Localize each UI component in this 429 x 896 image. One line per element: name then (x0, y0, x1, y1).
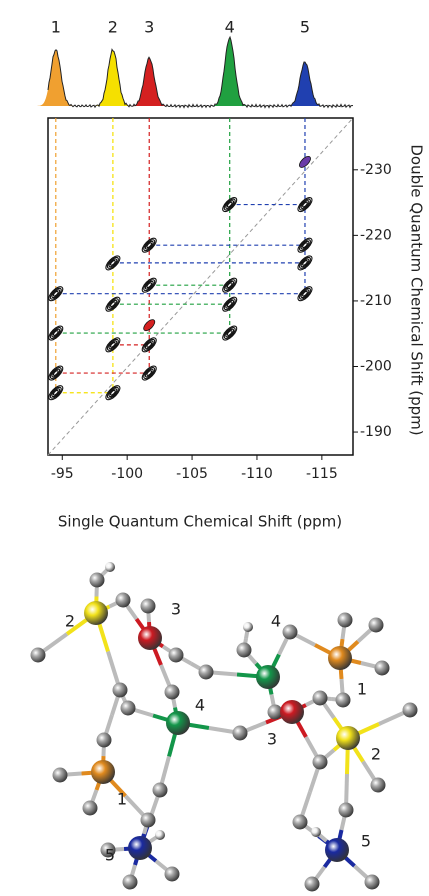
atom (141, 599, 156, 614)
peak-fill (285, 62, 325, 106)
atom (293, 815, 308, 830)
x-tick-label: -100 (111, 466, 143, 482)
atom (336, 693, 351, 708)
atom-label: 5 (361, 832, 371, 851)
atom-label: 1 (117, 790, 127, 809)
peak-fill (210, 38, 250, 106)
atom-label: 5 (105, 846, 115, 865)
atom (83, 801, 98, 816)
figure: Single Quantum Chemical Shift (ppm) Doub… (0, 0, 429, 896)
x-tick-label: -115 (306, 466, 338, 482)
atom (338, 613, 353, 628)
peak-fill (129, 58, 169, 106)
atom (165, 867, 180, 882)
atom (165, 685, 180, 700)
atom (311, 827, 321, 837)
atom (169, 648, 184, 663)
cross-peak (220, 276, 238, 294)
atom (138, 626, 162, 650)
atom (123, 875, 138, 890)
cross-peak (47, 324, 65, 342)
atom (280, 700, 304, 724)
peak-label: 2 (108, 18, 118, 37)
y-tick-label: -210 (360, 293, 392, 309)
atom (256, 665, 280, 689)
atom (141, 813, 156, 828)
y-tick-label: -230 (360, 162, 392, 178)
peak-label: 5 (300, 18, 310, 37)
atom (371, 778, 386, 793)
peak-label: 4 (225, 18, 235, 37)
x-tick-label: -105 (176, 466, 208, 482)
atom (155, 830, 165, 840)
molecule (31, 562, 418, 892)
atom (305, 877, 320, 892)
x-axis-label: Single Quantum Chemical Shift (ppm) (58, 513, 342, 531)
atom (313, 691, 328, 706)
atom (233, 726, 248, 741)
atom (325, 838, 349, 862)
atom-label: 2 (371, 745, 381, 764)
peak-fill (36, 50, 76, 106)
atom (237, 643, 252, 658)
atom (313, 755, 328, 770)
atom (403, 703, 418, 718)
atom (375, 661, 390, 676)
cross-peak (220, 324, 238, 342)
cross-peak (140, 276, 158, 294)
atom (90, 573, 105, 588)
atom (84, 601, 108, 625)
atom (199, 665, 214, 680)
peak-label: 1 (51, 18, 61, 37)
atom-label: 4 (271, 612, 281, 631)
atom-label: 2 (65, 612, 75, 631)
atom-label: 3 (267, 730, 277, 749)
atom (328, 646, 352, 670)
atom (339, 803, 354, 818)
peak-fill (93, 50, 133, 106)
x-tick-label: -95 (51, 466, 74, 482)
peak-label: 3 (144, 18, 154, 37)
diagonal (48, 118, 353, 455)
atom (91, 760, 115, 784)
x-tick-label: -110 (241, 466, 273, 482)
atom (53, 768, 68, 783)
atom (153, 783, 168, 798)
y-tick-label: -200 (360, 358, 392, 374)
y-tick-label: -220 (360, 227, 392, 243)
atom (365, 875, 380, 890)
atom (113, 683, 128, 698)
atom (283, 625, 298, 640)
atom (97, 733, 112, 748)
atom (243, 622, 253, 632)
atom-label: 3 (171, 600, 181, 619)
atom (369, 618, 384, 633)
atom (31, 648, 46, 663)
atom-label: 4 (195, 696, 205, 715)
y-axis-label: Double Quantum Chemical Shift (ppm) (408, 144, 426, 435)
atom (128, 836, 152, 860)
atom-label: 1 (357, 680, 367, 699)
atom (116, 593, 131, 608)
atom (121, 701, 136, 716)
atom (336, 726, 360, 750)
atom (105, 562, 115, 572)
cross-peak (104, 254, 122, 272)
y-tick-label: -190 (360, 424, 392, 440)
atom (166, 711, 190, 735)
